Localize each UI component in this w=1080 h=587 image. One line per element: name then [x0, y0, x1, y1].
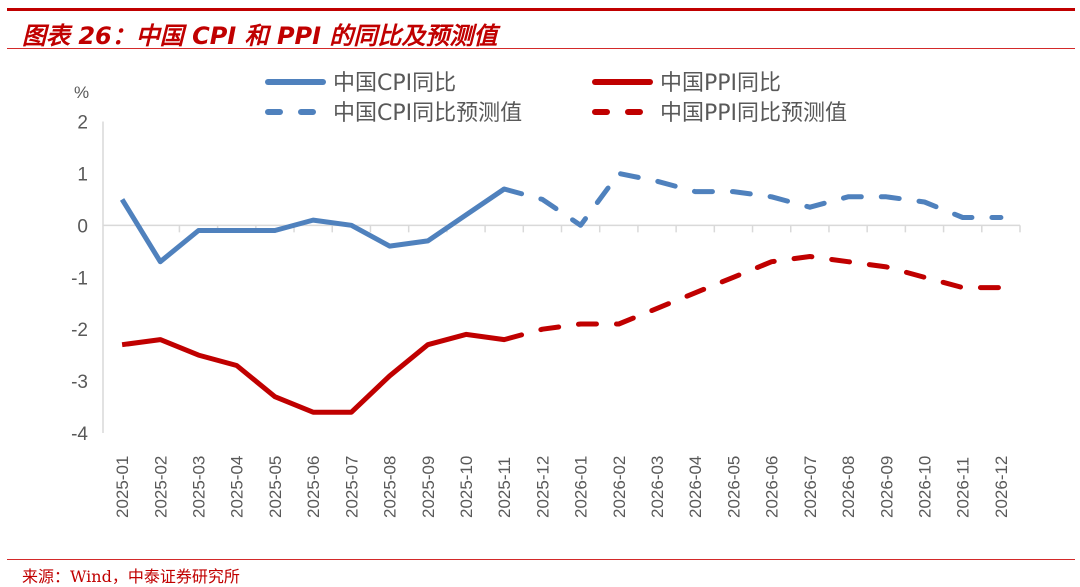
x-axis-ticks: 2025-01 2025-02 2025-03 2025-04 2025-05 2025-… — [113, 456, 1011, 518]
x-tick-label: 2025-01 — [113, 456, 132, 518]
x-tick-label: 2025-07 — [342, 456, 361, 518]
legend-label-4: 中国PPI同比预测值 — [660, 101, 847, 126]
x-tick-label: 2026-08 — [839, 456, 858, 518]
x-tick-label: 2026-06 — [763, 456, 782, 518]
x-tick-label: 2025-12 — [533, 456, 552, 518]
figure-title: 图表 26：中国 CPI 和 PPI 的同比及预测值 — [22, 22, 498, 50]
x-tick-label: 2026-02 — [610, 456, 629, 518]
x-tick-label: 2026-01 — [572, 456, 591, 518]
y-tick-label: 0 — [77, 216, 88, 237]
x-tick-label: 2025-05 — [266, 456, 285, 518]
x-tick-label: 2026-07 — [801, 456, 820, 518]
series-line-2 — [121, 331, 505, 415]
y-axis-ticks: 2 1 0 -1 -2 -3 -4 — [71, 113, 88, 446]
x-tick-label: 2025-04 — [228, 456, 247, 518]
y-axis-unit-label: % — [74, 83, 89, 102]
y-tick-label: -4 — [71, 424, 88, 445]
y-tick-label: -1 — [71, 268, 88, 289]
x-tick-label: 2025-11 — [495, 457, 514, 518]
axes — [102, 121, 1021, 433]
series-lines — [119, 170, 1004, 415]
title-bottom-rule — [7, 48, 1075, 49]
x-tick-label: 2026-12 — [992, 456, 1011, 518]
x-tick-label: 2026-09 — [877, 456, 896, 518]
x-tick-label: 2026-04 — [686, 456, 705, 518]
legend-label-2: 中国PPI同比 — [660, 71, 781, 96]
legend-label-1: 中国CPI同比 — [333, 71, 456, 96]
y-tick-label: -3 — [71, 372, 88, 393]
title-top-rule — [7, 8, 1075, 11]
x-tick-label: 2025-02 — [151, 456, 170, 518]
series-line-3 — [501, 170, 1004, 228]
y-tick-label: 1 — [77, 164, 88, 185]
x-tick-label: 2026-03 — [648, 456, 667, 518]
y-tick-label: 2 — [77, 113, 88, 134]
source-top-rule — [7, 559, 1075, 560]
x-tick-label: 2025-06 — [304, 456, 323, 518]
x-tick-label: 2025-10 — [457, 456, 476, 518]
x-tick-label: 2025-08 — [381, 456, 400, 518]
x-tick-label: 2025-09 — [419, 456, 438, 518]
legend-label-3: 中国CPI同比预测值 — [333, 101, 522, 126]
series-line-1 — [119, 186, 506, 265]
series-line-4 — [501, 254, 1004, 343]
x-tick-label: 2026-10 — [915, 456, 934, 518]
x-tick-label: 2025-03 — [190, 456, 209, 518]
x-tick-label: 2026-11 — [954, 457, 973, 518]
source-note: 来源：Wind，中泰证券研究所 — [22, 567, 240, 586]
x-tick-label: 2026-05 — [724, 456, 743, 518]
y-tick-label: -2 — [71, 320, 88, 341]
